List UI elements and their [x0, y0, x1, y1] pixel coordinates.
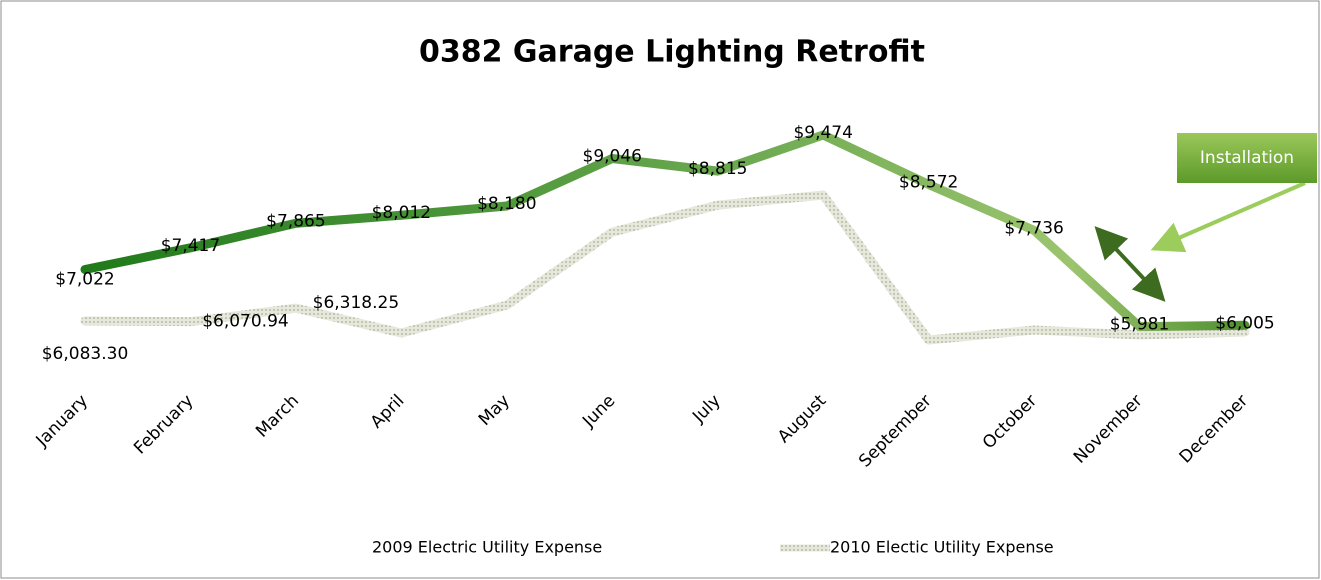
annotation-arrow: [1094, 226, 1166, 302]
data-label: $7,022: [55, 270, 114, 290]
annotation-arrow: [1150, 181, 1306, 253]
data-label: $8,012: [372, 203, 431, 223]
data-label: $8,180: [477, 194, 536, 214]
data-label: $5,981: [1110, 315, 1169, 335]
data-label: $7,736: [1004, 218, 1063, 238]
data-label: $8,572: [899, 172, 958, 192]
data-label: $7,417: [161, 236, 220, 256]
data-label: $7,865: [266, 211, 325, 231]
data-label: $9,474: [793, 123, 852, 143]
data-label: $6,318.25: [313, 293, 400, 313]
series-line: [80, 190, 1250, 345]
legend-label: 2010 Electic Utility Expense: [830, 538, 1054, 557]
data-label: $6,005: [1215, 313, 1274, 333]
data-label: $6,083.30: [42, 344, 129, 364]
legend-label: 2009 Electric Utility Expense: [372, 538, 602, 557]
chart-title: 0382 Garage Lighting Retrofit: [419, 35, 925, 70]
data-label: $9,046: [583, 146, 642, 166]
series-line: [80, 130, 1250, 332]
annotation-text: Installation: [1200, 148, 1294, 168]
data-label: $6,070.94: [202, 312, 289, 332]
data-label: $8,815: [688, 159, 747, 179]
annotation-box: [1177, 133, 1317, 183]
